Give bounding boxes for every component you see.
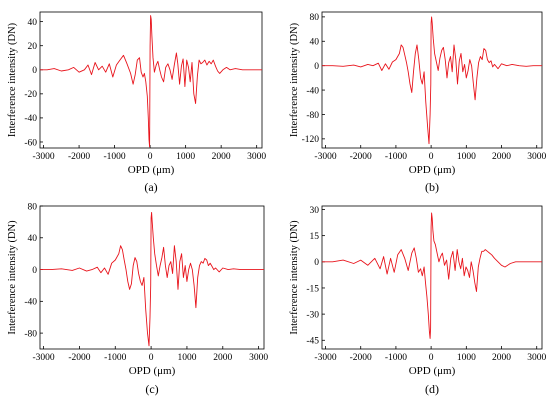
y-tick-label: 0 bbox=[32, 266, 37, 276]
x-axis-label: OPD (μm) bbox=[129, 365, 176, 377]
y-tick-label: 40 bbox=[28, 18, 38, 28]
x-axis-label: OPD (μm) bbox=[409, 164, 456, 176]
x-axis-label: OPD (μm) bbox=[128, 164, 175, 176]
x-tick-label: -3000 bbox=[314, 152, 336, 162]
plot-frame bbox=[39, 205, 265, 350]
x-tick-label: 2000 bbox=[492, 353, 511, 363]
x-tick-label: 0 bbox=[149, 353, 154, 363]
y-tick-label: -80 bbox=[24, 329, 37, 339]
x-tick-label: 3000 bbox=[249, 353, 268, 363]
x-tick-label: -1000 bbox=[385, 353, 407, 363]
x-tick-label: -2000 bbox=[350, 353, 372, 363]
plot-frame bbox=[39, 11, 263, 149]
x-tick-label: 1000 bbox=[457, 152, 476, 162]
y-tick-label: 80 bbox=[310, 13, 320, 23]
x-tick-label: -2000 bbox=[68, 353, 90, 363]
x-tick-label: -1000 bbox=[104, 353, 126, 363]
x-tick-label: 1000 bbox=[177, 353, 196, 363]
x-tick-label: 3000 bbox=[527, 152, 546, 162]
x-axis-label: OPD (μm) bbox=[409, 365, 456, 377]
y-tick-label: 80 bbox=[28, 202, 38, 212]
y-tick-label: 40 bbox=[310, 38, 320, 48]
y-axis-label: Interference intensity (DN) bbox=[289, 22, 300, 137]
series-line bbox=[322, 212, 542, 339]
x-tick-label: -3000 bbox=[32, 152, 54, 162]
panel-label: (c) bbox=[145, 382, 158, 396]
y-tick-label: -45 bbox=[306, 337, 319, 347]
panel-label: (b) bbox=[425, 180, 439, 194]
series-line bbox=[322, 16, 542, 145]
y-axis-label: Interference intensity (DN) bbox=[289, 220, 300, 335]
series-line bbox=[40, 211, 264, 347]
chart-panel-c: -3000 -2000 -1000 0 1000 2000 3000 -80 -40 0 40 80 O… bbox=[7, 202, 268, 396]
x-tick-label: -3000 bbox=[314, 353, 336, 363]
x-tick-label: -1000 bbox=[385, 152, 407, 162]
y-tick-label: -80 bbox=[306, 111, 319, 121]
x-tick-label: 1000 bbox=[457, 353, 476, 363]
plot-frame bbox=[321, 205, 543, 350]
chart-panel-d: -3000 -2000 -1000 0 1000 2000 3000 -45 -30 -15 0 15… bbox=[289, 205, 546, 396]
x-tick-label: 2000 bbox=[212, 152, 231, 162]
x-tick-label: -1000 bbox=[104, 152, 126, 162]
x-tick-label: 1000 bbox=[176, 152, 195, 162]
x-tick-label: 3000 bbox=[527, 353, 546, 363]
y-tick-label: 0 bbox=[314, 258, 319, 268]
y-tick-label: -40 bbox=[24, 298, 37, 308]
y-tick-label: 20 bbox=[28, 42, 38, 52]
y-tick-label: 15 bbox=[310, 232, 320, 242]
y-tick-label: -40 bbox=[306, 86, 319, 96]
x-tick-label: 2000 bbox=[492, 152, 511, 162]
x-tick-label: -2000 bbox=[68, 152, 90, 162]
y-tick-label: 0 bbox=[32, 66, 37, 76]
panel-label: (a) bbox=[144, 180, 157, 194]
x-tick-label: 0 bbox=[148, 152, 153, 162]
plot-frame bbox=[321, 11, 543, 149]
x-tick-label: -2000 bbox=[350, 152, 372, 162]
chart-panel-b: -3000 -2000 -1000 0 1000 2000 3000 -120 -80 -40 0 4… bbox=[289, 11, 546, 194]
y-tick-label: -30 bbox=[306, 310, 319, 320]
x-tick-label: -3000 bbox=[32, 353, 54, 363]
x-tick-label: 0 bbox=[429, 152, 434, 162]
y-tick-label: -20 bbox=[24, 90, 37, 100]
chart-panel-a: -3000 -2000 -1000 0 1000 2000 3000 -60 -40 -20 0 20… bbox=[7, 11, 266, 194]
y-tick-label: -40 bbox=[24, 114, 37, 124]
y-tick-label: -15 bbox=[306, 284, 319, 294]
y-axis-label: Interference intensity (DN) bbox=[7, 22, 18, 137]
y-tick-label: 0 bbox=[314, 62, 319, 72]
x-tick-label: 3000 bbox=[247, 152, 266, 162]
panel-label: (d) bbox=[425, 382, 439, 396]
x-tick-label: 2000 bbox=[213, 353, 232, 363]
x-tick-label: 0 bbox=[429, 353, 434, 363]
y-tick-label: -60 bbox=[24, 138, 37, 148]
y-axis-label: Interference intensity (DN) bbox=[7, 220, 18, 335]
series-line bbox=[40, 15, 262, 148]
y-tick-label: -120 bbox=[302, 135, 320, 145]
y-tick-label: 30 bbox=[310, 206, 320, 216]
y-tick-label: 40 bbox=[28, 234, 38, 244]
